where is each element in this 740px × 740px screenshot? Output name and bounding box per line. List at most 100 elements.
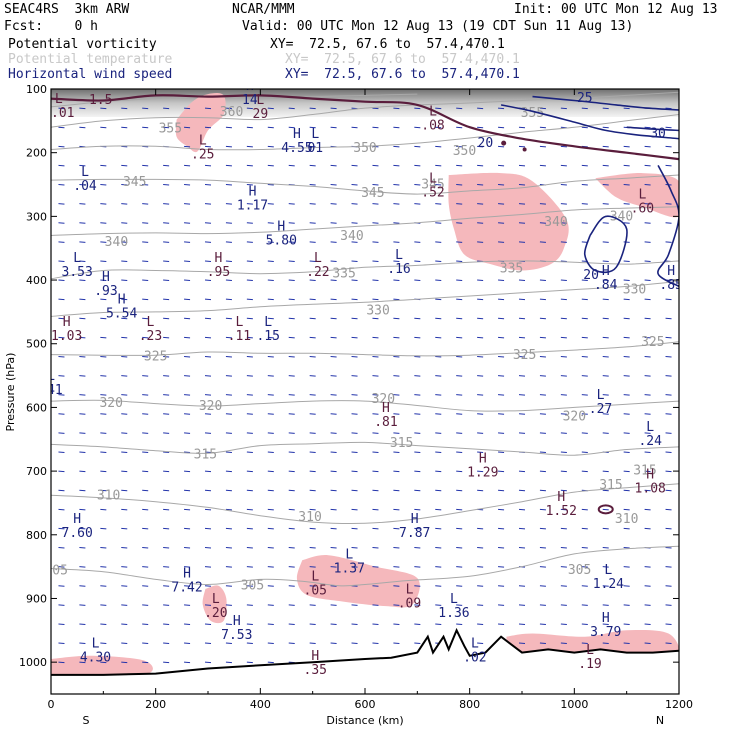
wind-vector xyxy=(435,107,442,110)
wind-vector xyxy=(435,470,442,473)
y-axis-label: Pressure (hPa) xyxy=(4,353,17,432)
extremum-type: L xyxy=(406,582,414,597)
wind-vector xyxy=(351,547,358,549)
wind-vector xyxy=(393,413,400,415)
extremum-L-44: L.19 xyxy=(578,643,601,672)
wind-vector xyxy=(58,566,65,568)
wind-vector xyxy=(142,604,149,606)
wind-vector xyxy=(142,508,149,511)
wind-vector xyxy=(393,317,400,320)
wind-vector xyxy=(309,604,316,606)
wind-vector xyxy=(665,432,672,434)
wind-vector xyxy=(435,566,442,568)
wind-vector xyxy=(602,241,609,243)
wind-vector xyxy=(121,298,128,301)
extremum-value: .25 xyxy=(191,147,214,162)
wind-vector xyxy=(79,260,86,262)
wind-vector xyxy=(539,489,546,492)
wind-vector xyxy=(644,508,651,511)
wind-vector xyxy=(246,508,253,511)
wind-vector xyxy=(393,260,400,262)
wind-vector xyxy=(435,375,442,377)
wind-vector xyxy=(288,527,295,530)
wind-vector xyxy=(477,547,484,549)
wind-vector xyxy=(163,489,170,492)
extremum-value: .81 xyxy=(374,415,397,430)
wind-vector xyxy=(246,184,253,186)
wind-vector xyxy=(644,413,651,415)
wind-vector xyxy=(100,604,107,606)
wind-vector xyxy=(665,375,672,377)
wind-vector xyxy=(623,566,630,568)
theta-contour-310 xyxy=(51,483,679,525)
wind-vector xyxy=(100,260,107,262)
extremum-type: H xyxy=(246,79,254,94)
theta-label-315: 315 xyxy=(194,448,217,463)
wind-vector xyxy=(246,394,253,396)
wind-vector xyxy=(581,585,588,587)
extremum-value: .11 xyxy=(228,329,251,344)
wind-vector xyxy=(267,547,274,549)
wind-vector xyxy=(79,623,86,625)
wind-vector xyxy=(58,375,65,377)
wind-vector xyxy=(163,298,170,301)
wind-vector xyxy=(539,527,546,530)
wind-vector xyxy=(393,642,400,645)
wind-vector xyxy=(184,527,191,530)
wind-vector xyxy=(560,222,567,224)
wind-vector xyxy=(121,355,128,358)
extremum-value: .93 xyxy=(94,284,117,299)
wind-vector xyxy=(539,203,546,205)
extremum-H-11: H5.80 xyxy=(266,219,297,248)
wind-vector xyxy=(309,375,316,377)
extremum-value: .41 xyxy=(39,383,62,398)
init-time: Init: 00 UTC Mon 12 Aug 13 xyxy=(514,2,718,17)
plot-area: 305 305 305 310 310 310 315 315 315 315 320 320 320 3… xyxy=(39,79,679,694)
wind-vector xyxy=(602,317,609,320)
wind-vector xyxy=(100,413,107,415)
wind-vector xyxy=(121,547,128,549)
wind-vector xyxy=(393,241,400,243)
wind-vector xyxy=(204,298,212,301)
wind-vector xyxy=(246,375,253,377)
wind-vector xyxy=(477,527,484,530)
wind-vector xyxy=(518,527,526,530)
wind-vector xyxy=(100,489,107,492)
extremum-value: 1.08 xyxy=(635,482,666,497)
extremum-type: L xyxy=(450,592,458,607)
extremum-value: 1.24 xyxy=(593,577,624,592)
extremum-H-30: H1.52 xyxy=(546,490,577,519)
wind-vector xyxy=(456,547,463,549)
wind-vector xyxy=(184,107,191,110)
wind-vector xyxy=(204,107,212,110)
x-tick-label: 800 xyxy=(459,698,480,711)
wind-vector xyxy=(372,355,379,358)
wind-vector xyxy=(518,203,526,205)
extremum-type: L xyxy=(311,570,319,585)
wind-vector xyxy=(665,336,672,339)
extremum-type: L xyxy=(212,592,220,607)
wind-vector xyxy=(79,604,86,606)
wind-vector xyxy=(560,298,567,301)
wind-vector xyxy=(665,413,672,415)
wind-vector xyxy=(372,298,379,301)
extremum-type: L xyxy=(55,92,63,107)
wind-vector xyxy=(267,413,274,415)
wind-vector xyxy=(456,394,463,396)
wind-vector xyxy=(665,222,672,224)
wind-vector xyxy=(163,642,170,645)
wind-vector xyxy=(184,336,191,339)
wind-vector xyxy=(288,375,295,377)
wind-vector xyxy=(267,451,274,453)
wind-vector xyxy=(163,279,170,282)
theta-label-305: 305 xyxy=(44,563,67,578)
wind-vector xyxy=(414,451,421,453)
wind-vector xyxy=(477,184,484,186)
wind-vector xyxy=(79,527,86,530)
wind-vector xyxy=(393,604,400,606)
wind-vector xyxy=(623,470,630,473)
wind-vector xyxy=(79,489,86,492)
wind-vector xyxy=(79,661,86,664)
wind-vector xyxy=(644,489,651,492)
wind-vector xyxy=(330,394,337,396)
